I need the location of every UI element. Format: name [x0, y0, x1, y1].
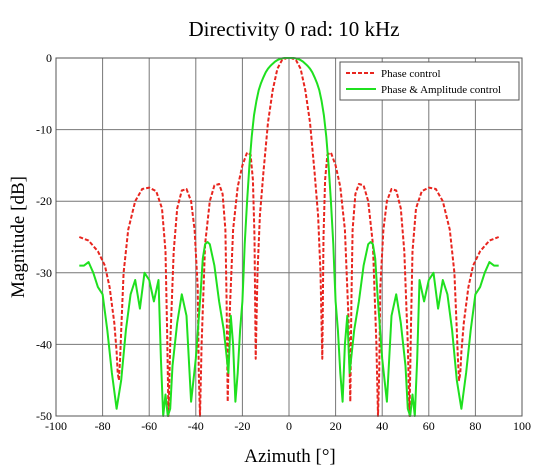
x-tick-label: -100 — [45, 419, 67, 433]
chart-title: Directivity 0 rad: 10 kHz — [188, 17, 399, 41]
y-tick-label: 0 — [46, 51, 52, 65]
series-line-phase-control — [78, 57, 500, 417]
legend-label-phase-amplitude: Phase & Amplitude control — [381, 84, 501, 96]
x-tick-label: -20 — [234, 419, 250, 433]
x-tick-label: 20 — [330, 419, 342, 433]
x-tick-label: 100 — [513, 419, 531, 433]
legend: Phase control Phase & Amplitude control — [339, 61, 520, 101]
y-tick-label: -20 — [36, 194, 52, 208]
y-tick-label: -30 — [36, 266, 52, 280]
x-tick-label: -80 — [95, 419, 111, 433]
x-tick-label: 60 — [423, 419, 435, 433]
legend-box — [339, 61, 520, 101]
y-tick-label: -50 — [36, 409, 52, 423]
y-tick-labels: 0 -10 -20 -30 -40 -50 — [36, 51, 52, 423]
y-axis-label: Magnitude [dB] — [8, 176, 29, 298]
x-axis-label: Azimuth [°] — [244, 446, 336, 467]
y-tick-label: -10 — [36, 123, 52, 137]
y-tick-label: -40 — [36, 337, 52, 351]
x-tick-label: -40 — [188, 419, 204, 433]
x-tick-label: 0 — [286, 419, 292, 433]
plot-frame — [55, 57, 523, 417]
x-tick-label: 40 — [376, 419, 388, 433]
legend-label-phase: Phase control — [381, 68, 441, 80]
x-tick-label: -60 — [141, 419, 157, 433]
x-tick-label: 80 — [469, 419, 481, 433]
x-tick-labels: -100 -80 -60 -40 -20 0 20 40 60 80 100 — [45, 419, 531, 433]
